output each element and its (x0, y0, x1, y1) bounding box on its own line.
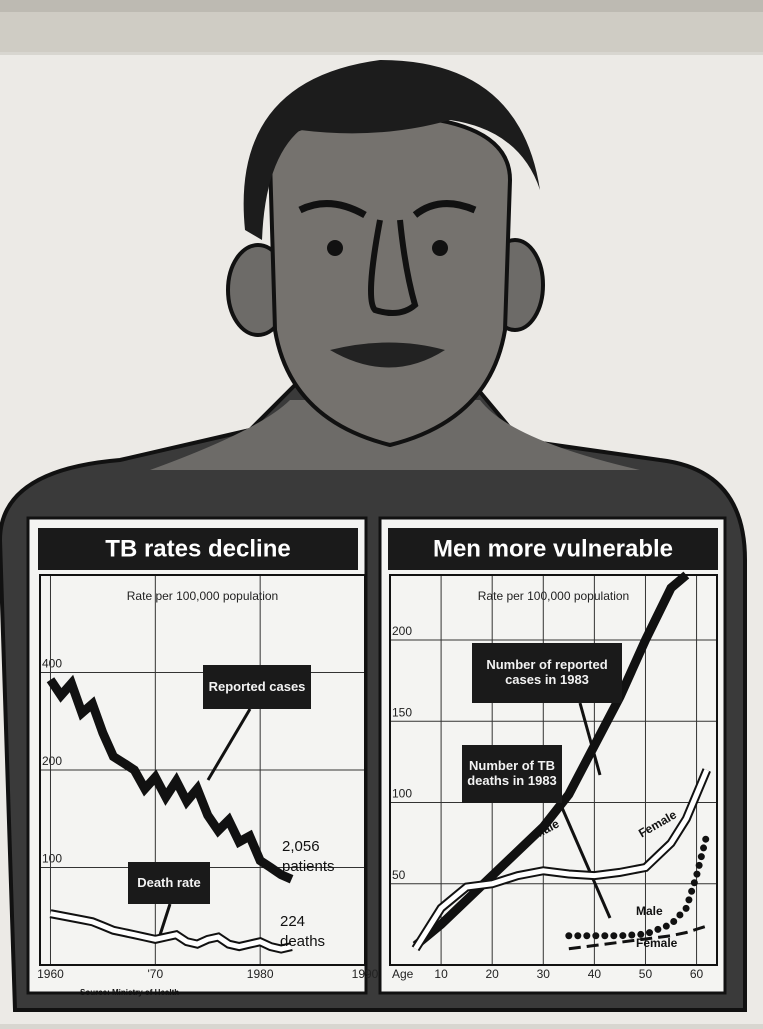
mouth (330, 342, 445, 368)
annotation: 224 deaths (280, 913, 325, 950)
title-bar (388, 528, 718, 570)
y-tick-label: 150 (392, 705, 412, 719)
series-line (46, 674, 294, 884)
series-label: Reported cases (203, 665, 311, 709)
toolbar (0, 12, 763, 52)
plot-frame (39, 574, 366, 966)
series-label-box: Reported cases (203, 665, 311, 709)
x-tick-label: 1960 (37, 967, 64, 981)
chart-title: TB rates decline (105, 535, 290, 562)
series-line (413, 769, 710, 951)
y-axis-label: Rate per 100,000 population (127, 589, 278, 603)
y-tick-label: 400 (42, 657, 62, 671)
chart-title: Men more vulnerable (433, 535, 673, 562)
series-line (565, 831, 711, 940)
x-tick-label: 40 (588, 967, 602, 981)
leader (578, 702, 602, 776)
annotation: Number of reported cases in 1983 (472, 643, 622, 703)
annotation-box: Number of reported cases in 1983 (472, 643, 622, 703)
series-label: Male (636, 904, 663, 918)
x-tick-label: 20 (486, 967, 500, 981)
hair (243, 60, 541, 240)
series-label-box: Death rate (128, 862, 210, 904)
x-tick-label: 50 (639, 967, 653, 981)
leader (558, 802, 612, 919)
x-tick-label: '70 (148, 967, 164, 981)
panel (26, 516, 368, 995)
title-bar (38, 528, 358, 570)
annotation-box: Number of TB deaths in 1983 (462, 745, 562, 803)
series-line (50, 911, 293, 952)
annotation: 2,056 patients (282, 838, 335, 875)
plot-frame (389, 574, 718, 966)
x-tick-label: 10 (434, 967, 448, 981)
brows (298, 200, 477, 219)
x-axis-label: Age (392, 967, 414, 981)
y-tick-label: 200 (42, 754, 62, 768)
y-tick-label: 100 (392, 787, 412, 801)
series-line (412, 571, 690, 949)
leader (206, 708, 252, 781)
annotation: Number of TB deaths in 1983 (462, 745, 562, 803)
x-tick-label: 1980 (247, 967, 274, 981)
eye (432, 240, 448, 256)
source: Source: Ministry of Health (80, 988, 179, 997)
y-tick-label: 100 (42, 852, 62, 866)
face (267, 112, 513, 448)
eye (327, 240, 343, 256)
series-label: Death rate (128, 862, 210, 904)
y-axis-label: Rate per 100,000 population (478, 589, 629, 603)
browser-bar (0, 0, 763, 12)
x-tick-label: 60 (690, 967, 704, 981)
y-tick-label: 200 (392, 624, 412, 638)
x-tick-label: 1990 (352, 967, 379, 981)
series-line (568, 924, 708, 951)
series-label: Female (636, 936, 678, 950)
x-tick-label: 30 (537, 967, 551, 981)
y-tick-label: 50 (392, 868, 406, 882)
leader (158, 903, 172, 936)
nose (368, 219, 419, 317)
